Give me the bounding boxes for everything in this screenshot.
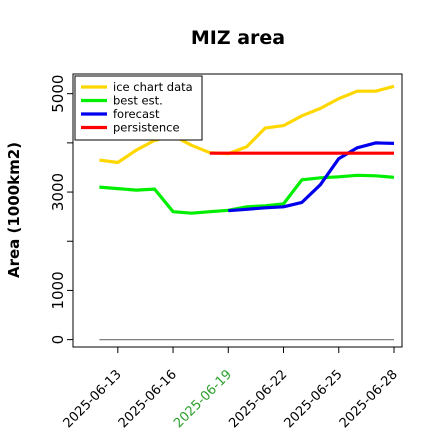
chart-title: MIZ area bbox=[191, 27, 285, 49]
x-tick-label: 2025-06-13 bbox=[61, 367, 125, 431]
plot-frame bbox=[72, 73, 403, 348]
series-line-ice-chart-data bbox=[99, 84, 395, 165]
x-tick-label: 2025-06-16 bbox=[116, 367, 180, 431]
x-tick-label: 2025-06-22 bbox=[226, 367, 290, 431]
x-tick-label: 2025-06-25 bbox=[282, 367, 346, 431]
x-tick-label: 2025-06-28 bbox=[337, 367, 401, 431]
plot-area bbox=[99, 84, 395, 341]
series-line-best-est- bbox=[99, 173, 395, 215]
y-tick-label: 3000 bbox=[49, 173, 67, 211]
y-tick-label: 5000 bbox=[49, 75, 67, 113]
legend-label: best est. bbox=[113, 94, 163, 108]
y-tick-label: 1000 bbox=[49, 271, 67, 309]
legend-label: persistence bbox=[113, 121, 180, 135]
legend-label: ice chart data bbox=[113, 80, 193, 94]
x-tick-label: 2025-06-19 bbox=[171, 367, 235, 431]
series-line-forecast bbox=[228, 141, 395, 213]
y-tick-label: 0 bbox=[49, 335, 67, 345]
y-axis-label: Area (1000km2) bbox=[5, 142, 23, 278]
legend-label: forecast bbox=[113, 107, 160, 121]
